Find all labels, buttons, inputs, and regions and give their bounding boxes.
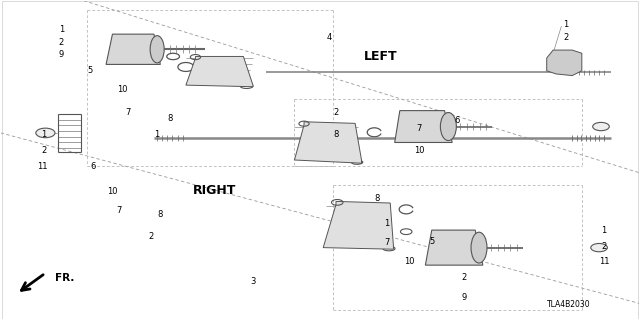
Text: 2: 2 <box>461 273 467 282</box>
Text: 1: 1 <box>154 130 160 139</box>
Text: 8: 8 <box>157 210 163 219</box>
Text: 9: 9 <box>461 292 467 301</box>
Text: 11: 11 <box>599 258 609 267</box>
Text: 1: 1 <box>385 219 390 228</box>
Text: 1: 1 <box>602 226 607 235</box>
Text: 1: 1 <box>42 130 47 139</box>
Text: 3: 3 <box>250 276 255 285</box>
Text: 7: 7 <box>416 124 422 132</box>
Text: 9: 9 <box>59 50 64 59</box>
Polygon shape <box>395 111 452 142</box>
Ellipse shape <box>440 113 456 140</box>
Text: 6: 6 <box>454 116 460 125</box>
Text: 2: 2 <box>42 146 47 155</box>
Circle shape <box>36 128 55 138</box>
Text: 11: 11 <box>37 162 47 171</box>
Text: 8: 8 <box>167 114 173 123</box>
Text: 10: 10 <box>413 146 424 155</box>
Text: LEFT: LEFT <box>364 50 397 63</box>
Text: 2: 2 <box>148 232 154 241</box>
Text: 7: 7 <box>116 206 122 215</box>
Polygon shape <box>426 230 483 265</box>
Text: 2: 2 <box>59 38 64 47</box>
Text: 10: 10 <box>116 85 127 94</box>
Text: 2: 2 <box>563 33 568 42</box>
Text: 7: 7 <box>385 238 390 247</box>
Text: 7: 7 <box>125 108 131 117</box>
Ellipse shape <box>150 36 164 63</box>
Ellipse shape <box>471 232 487 263</box>
Text: 6: 6 <box>91 162 96 171</box>
Polygon shape <box>323 201 394 249</box>
Polygon shape <box>186 56 253 87</box>
Text: 2: 2 <box>602 242 607 251</box>
Text: 5: 5 <box>429 237 435 246</box>
Text: 1: 1 <box>563 20 568 29</box>
Text: RIGHT: RIGHT <box>193 184 236 197</box>
Polygon shape <box>294 122 362 163</box>
Polygon shape <box>106 34 161 64</box>
Text: FR.: FR. <box>55 273 74 283</box>
Text: 5: 5 <box>88 66 93 75</box>
Text: 4: 4 <box>327 33 332 42</box>
Text: TLA4B2030: TLA4B2030 <box>547 300 590 309</box>
Text: 1: 1 <box>59 25 64 34</box>
Text: 2: 2 <box>333 108 339 117</box>
Text: 10: 10 <box>404 258 415 267</box>
Circle shape <box>593 123 609 131</box>
Text: 10: 10 <box>108 188 118 196</box>
Polygon shape <box>547 50 582 76</box>
Text: 8: 8 <box>333 130 339 139</box>
Circle shape <box>591 244 607 252</box>
Text: 8: 8 <box>375 194 380 203</box>
